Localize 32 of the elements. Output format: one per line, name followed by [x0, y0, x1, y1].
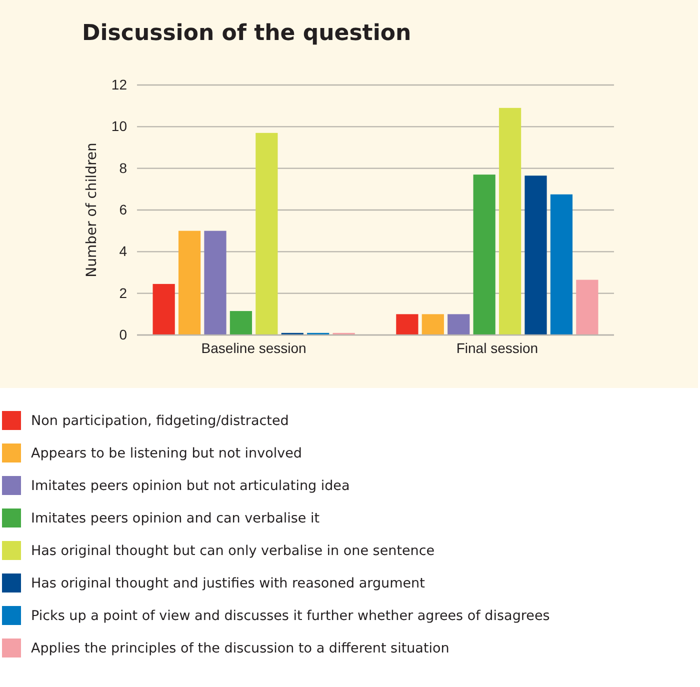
bar — [230, 311, 252, 335]
bar — [396, 314, 418, 335]
x-tick-label: Baseline session — [201, 340, 306, 356]
legend-label: Has original thought and justifies with reasoned argument — [31, 576, 425, 592]
legend-label: Appears to be listening but not involved — [31, 446, 302, 462]
bar — [550, 194, 573, 335]
bar — [422, 314, 444, 335]
bar — [448, 314, 470, 335]
bar — [204, 230, 226, 335]
legend-label: Imitates peers opinion and can verbalise it — [31, 510, 320, 526]
y-tick-label: 4 — [119, 243, 128, 260]
y-tick-label: 12 — [111, 76, 128, 92]
chart-title: Discussion of the question — [82, 21, 412, 46]
bar — [473, 174, 496, 335]
bar — [256, 132, 278, 335]
bar — [152, 284, 175, 335]
x-tick-label: Final session — [456, 340, 538, 356]
legend-label: Picks up a point of view and discusses it further whether agrees of disagrees — [31, 608, 550, 624]
bar — [576, 280, 598, 335]
bar — [178, 230, 201, 335]
bar — [524, 176, 547, 335]
y-tick-label: 2 — [119, 284, 128, 301]
y-tick-label: 8 — [119, 160, 128, 176]
legend-label: Applies the principles of the discussion to a different situation — [31, 640, 450, 656]
y-axis-title: Number of children — [84, 142, 100, 278]
legend-label: Non participation, fidgeting/distracted — [31, 413, 289, 429]
legend-label: Has original thought but can only verbalise in one sentence — [31, 543, 435, 559]
bar — [498, 108, 522, 335]
y-tick-label: 0 — [119, 326, 128, 342]
y-tick-label: 10 — [111, 118, 128, 134]
y-tick-label: 6 — [119, 201, 128, 218]
legend-label: Imitates peers opinion but not articulating idea — [31, 478, 350, 494]
